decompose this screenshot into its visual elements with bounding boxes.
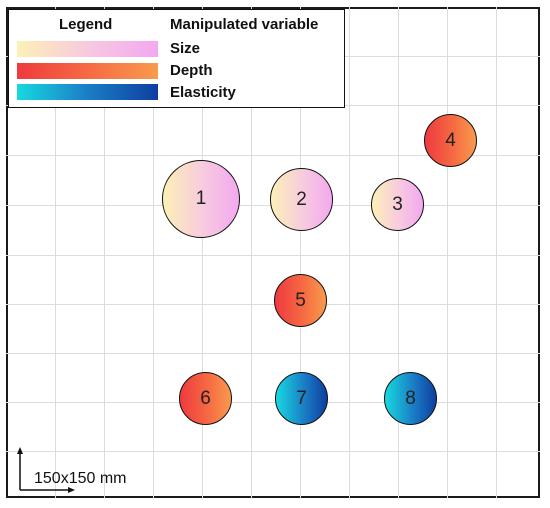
elasticity-swatch: [17, 84, 158, 100]
sample-5-label: 5: [295, 289, 306, 311]
legend-label-depth: Depth: [170, 62, 213, 79]
grid-line: [104, 7, 105, 498]
grid-line: [55, 7, 56, 498]
sample-2: 2: [270, 168, 333, 231]
legend-label-size: Size: [170, 40, 201, 57]
depth-swatch: [17, 63, 158, 79]
manipulated-variable-header: Manipulated variable: [170, 16, 319, 33]
legend-box: Legend Manipulated variable Size Depth E…: [8, 9, 345, 108]
grid-line: [6, 451, 540, 452]
sample-8: 8: [384, 372, 437, 425]
sample-6: 6: [179, 372, 232, 425]
sample-6-label: 6: [200, 387, 211, 409]
grid-line: [6, 155, 540, 156]
grid-line: [251, 7, 252, 498]
sample-8-label: 8: [405, 387, 416, 409]
grid-line: [447, 7, 448, 498]
legend-label-elasticity: Elasticity: [170, 84, 236, 101]
grid-line: [349, 7, 350, 498]
grid-line: [6, 255, 540, 256]
sample-3: 3: [371, 178, 424, 231]
grid-line: [300, 7, 301, 498]
grid-line: [153, 7, 154, 498]
size-swatch: [17, 41, 158, 57]
sample-2-label: 2: [296, 188, 307, 210]
sample-5: 5: [274, 274, 327, 327]
sample-7: 7: [275, 372, 328, 425]
grid-line: [496, 7, 497, 498]
grid-line: [6, 304, 540, 305]
grid-line: [398, 7, 399, 498]
sample-1-label: 1: [195, 188, 207, 209]
sample-1: 1: [162, 160, 240, 238]
grid-line: [202, 7, 203, 498]
sample-4: 4: [424, 114, 477, 167]
sample-3-label: 3: [392, 193, 403, 215]
sample-7-label: 7: [296, 387, 307, 409]
scale-label: 150x150 mm: [34, 470, 127, 487]
grid-line: [6, 402, 540, 403]
sample-4-label: 4: [445, 129, 456, 151]
legend-header: Legend: [59, 16, 113, 33]
scale-arrows-icon: [17, 447, 75, 493]
grid-line: [6, 353, 540, 354]
